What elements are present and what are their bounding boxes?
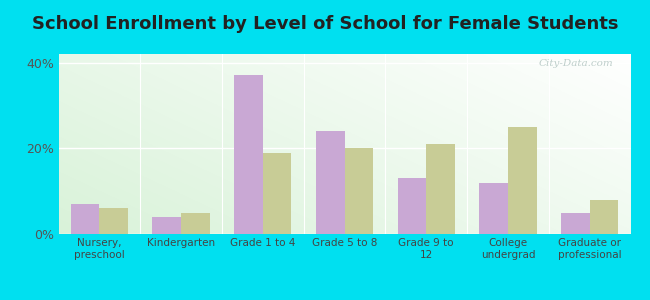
Bar: [398, 178, 426, 234]
Bar: [426, 144, 455, 234]
Bar: [71, 204, 99, 234]
Bar: [263, 153, 291, 234]
Bar: [316, 131, 344, 234]
Text: School Enrollment by Level of School for Female Students: School Enrollment by Level of School for…: [32, 15, 618, 33]
Text: City-Data.com: City-Data.com: [539, 59, 614, 68]
Bar: [590, 200, 618, 234]
Bar: [479, 183, 508, 234]
Bar: [344, 148, 373, 234]
Bar: [153, 217, 181, 234]
Bar: [181, 213, 210, 234]
Bar: [561, 213, 590, 234]
Bar: [99, 208, 128, 234]
Bar: [508, 127, 536, 234]
Bar: [234, 75, 263, 234]
